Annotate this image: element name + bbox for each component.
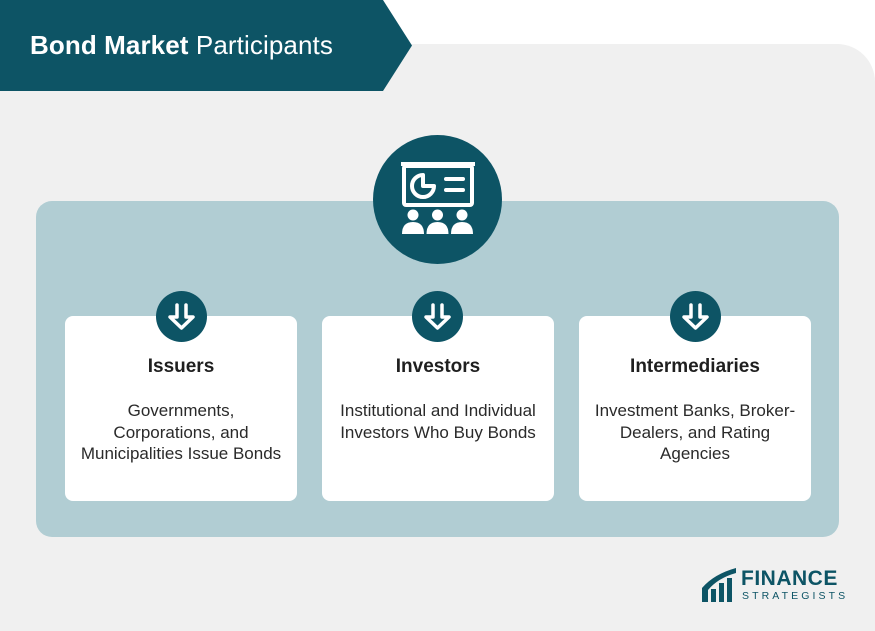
logo-mark-icon	[702, 568, 736, 602]
participant-card-issuers: Issuers Governments, Corporations, and M…	[65, 316, 297, 501]
participant-card-investors: Investors Institutional and Individual I…	[322, 316, 554, 501]
title-banner: Bond Market Participants	[0, 0, 412, 91]
card-description: Investment Banks, Broker-Dealers, and Ra…	[594, 401, 796, 463]
presentation-audience-icon	[373, 135, 502, 264]
arrow-down-icon	[156, 291, 207, 342]
card-title: Intermediaries	[630, 356, 760, 377]
card-title: Investors	[395, 356, 481, 377]
participant-card-intermediaries: Intermediaries Investment Banks, Broker-…	[579, 316, 811, 501]
page-title: Bond Market Participants	[30, 30, 333, 61]
arrow-down-icon	[412, 291, 463, 342]
title-light-part: Participants	[195, 30, 333, 60]
card-description: Governments, Corporations, and Municipal…	[80, 401, 282, 463]
title-bold-part: Bond Market	[30, 30, 189, 60]
arrow-down-icon	[670, 291, 721, 342]
logo-text-finance: FINANCE	[741, 567, 838, 590]
finance-strategists-logo: FINANCE STRATEGISTS	[700, 566, 845, 606]
card-title: Issuers	[147, 356, 215, 377]
card-description: Institutional and Individual Investors W…	[340, 401, 536, 442]
logo-text-strategists: STRATEGISTS	[742, 590, 849, 602]
